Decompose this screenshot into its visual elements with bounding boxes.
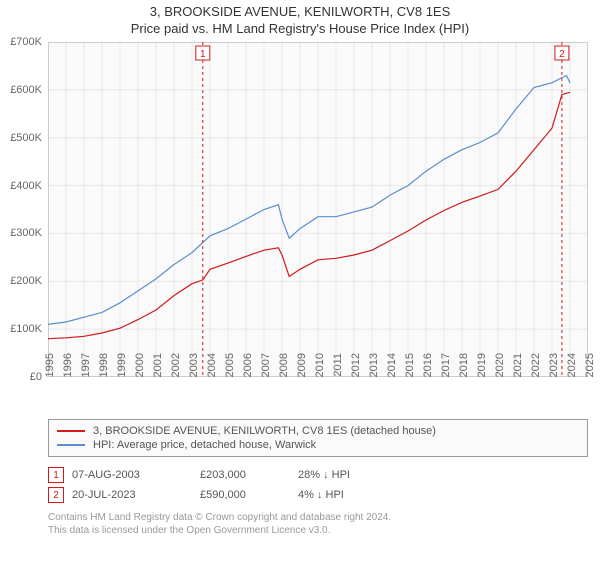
marker-diff: 4% ↓ HPI [298,489,408,501]
legend-swatch [57,444,85,446]
y-tick-label: £700K [10,36,42,48]
marker-price: £590,000 [200,489,290,501]
x-tick-label: 2023 [548,353,560,383]
chart-title-block: 3, BROOKSIDE AVENUE, KENILWORTH, CV8 1ES… [0,4,600,36]
legend-swatch [57,430,85,432]
x-tick-label: 2025 [584,353,596,383]
x-tick-label: 2000 [134,353,146,383]
marker-table: 1 07-AUG-2003 £203,000 28% ↓ HPI 2 20-JU… [48,465,600,505]
title-line-1: 3, BROOKSIDE AVENUE, KENILWORTH, CV8 1ES [0,4,600,19]
marker-row: 1 07-AUG-2003 £203,000 28% ↓ HPI [48,465,600,485]
x-tick-label: 2016 [422,353,434,383]
x-tick-label: 2002 [170,353,182,383]
x-tick-label: 2005 [224,353,236,383]
svg-text:2: 2 [559,49,565,60]
marker-date: 07-AUG-2003 [72,469,192,481]
footer-line-2: This data is licensed under the Open Gov… [48,524,600,537]
x-tick-label: 2015 [404,353,416,383]
x-tick-label: 2007 [260,353,272,383]
legend-label: 3, BROOKSIDE AVENUE, KENILWORTH, CV8 1ES… [93,425,436,437]
title-line-2: Price paid vs. HM Land Registry's House … [0,21,600,36]
x-tick-label: 2003 [188,353,200,383]
line-chart-svg: 12 [48,42,588,377]
x-tick-label: 2006 [242,353,254,383]
x-tick-label: 2014 [386,353,398,383]
y-tick-label: £400K [10,180,42,192]
marker-badge: 1 [48,467,64,483]
y-tick-label: £100K [10,323,42,335]
footer: Contains HM Land Registry data © Crown c… [48,511,600,537]
x-tick-label: 2011 [332,353,344,383]
y-tick-label: £600K [10,84,42,96]
chart-area: 12 £0£100K£200K£300K£400K£500K£600K£700K… [48,42,588,377]
x-tick-label: 2021 [512,353,524,383]
footer-line-1: Contains HM Land Registry data © Crown c… [48,511,600,524]
marker-price: £203,000 [200,469,290,481]
legend-box: 3, BROOKSIDE AVENUE, KENILWORTH, CV8 1ES… [48,419,588,457]
x-tick-label: 2004 [206,353,218,383]
x-tick-label: 1998 [98,353,110,383]
x-tick-label: 2010 [314,353,326,383]
legend-item: HPI: Average price, detached house, Warw… [57,438,579,452]
x-tick-label: 2008 [278,353,290,383]
x-tick-label: 2017 [440,353,452,383]
marker-date: 20-JUL-2023 [72,489,192,501]
x-tick-label: 2018 [458,353,470,383]
x-tick-label: 2001 [152,353,164,383]
x-tick-label: 2022 [530,353,542,383]
x-tick-label: 2024 [566,353,578,383]
x-tick-label: 2019 [476,353,488,383]
x-tick-label: 2013 [368,353,380,383]
y-tick-label: £0 [30,371,42,383]
x-tick-label: 1999 [116,353,128,383]
y-tick-label: £300K [10,227,42,239]
x-tick-label: 1996 [62,353,74,383]
x-tick-label: 2009 [296,353,308,383]
marker-row: 2 20-JUL-2023 £590,000 4% ↓ HPI [48,485,600,505]
marker-diff: 28% ↓ HPI [298,469,408,481]
x-tick-label: 2020 [494,353,506,383]
x-tick-label: 1997 [80,353,92,383]
legend-label: HPI: Average price, detached house, Warw… [93,439,316,451]
svg-text:1: 1 [200,49,206,60]
marker-badge: 2 [48,487,64,503]
x-tick-label: 2012 [350,353,362,383]
x-tick-label: 1995 [44,353,56,383]
y-tick-label: £500K [10,132,42,144]
y-tick-label: £200K [10,275,42,287]
legend-item: 3, BROOKSIDE AVENUE, KENILWORTH, CV8 1ES… [57,424,579,438]
